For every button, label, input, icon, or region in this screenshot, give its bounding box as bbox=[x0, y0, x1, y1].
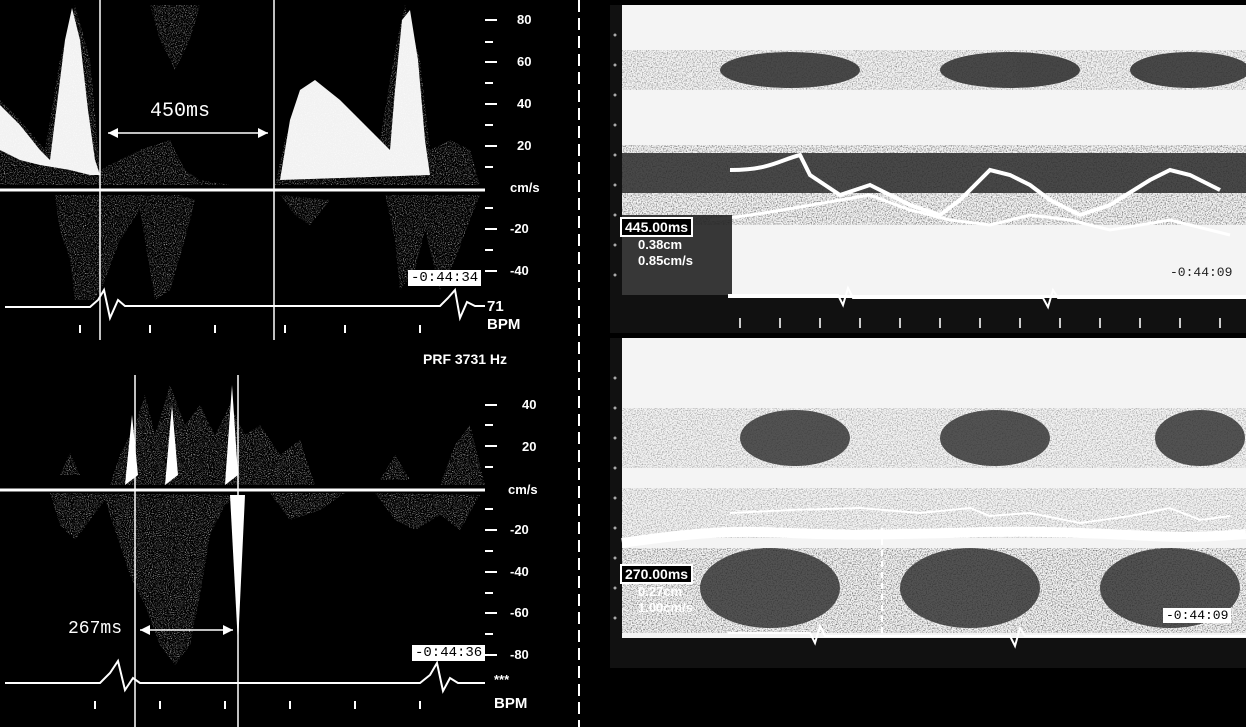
doppler-top-scale-unit: cm/s bbox=[510, 180, 540, 195]
doppler-bottom-panel: PRF 3731 Hz 40 20 cm/s -20 -40 -60 -80 2… bbox=[0, 345, 575, 727]
doppler-bottom-time-readout: -0:44:36 bbox=[412, 645, 486, 661]
mmode-top-velocity: 0.85cm/s bbox=[638, 253, 693, 268]
mmode-bottom-time-measure: 270.00ms bbox=[620, 564, 694, 584]
doppler-top-scale-neg40: -40 bbox=[510, 263, 529, 278]
mmode-top-image bbox=[613, 5, 1246, 328]
doppler-top-scale-20: 20 bbox=[517, 138, 532, 153]
doppler-bottom-scale-neg80: -80 bbox=[510, 647, 529, 662]
doppler-top-scale-60: 60 bbox=[517, 54, 532, 69]
doppler-top-scale-40: 40 bbox=[517, 96, 532, 111]
doppler-bottom-hr-unit: BPM bbox=[494, 695, 528, 712]
mmode-bottom-distance: 0.27cm bbox=[638, 584, 683, 599]
mmode-top-time-measure: 445.00ms bbox=[620, 217, 694, 237]
mmode-top-time-readout: -0:44:09 bbox=[1170, 265, 1233, 280]
doppler-bottom-hr-value: *** bbox=[494, 672, 510, 687]
doppler-top-scale-neg20: -20 bbox=[510, 221, 529, 236]
mmode-top-distance: 0.38cm bbox=[638, 237, 683, 252]
doppler-bottom-scale-40: 40 bbox=[522, 397, 537, 412]
doppler-top-interval-label: 450ms bbox=[150, 100, 211, 123]
doppler-top-scale-80: 80 bbox=[517, 12, 532, 27]
doppler-top-time-readout: -0:44:34 bbox=[408, 270, 482, 286]
doppler-bottom-scale-neg60: -60 bbox=[510, 605, 529, 620]
panel-divider bbox=[578, 0, 580, 727]
doppler-top-hr-unit: BPM bbox=[487, 316, 521, 333]
mmode-bottom-velocity: 1.00cm/s bbox=[638, 600, 693, 615]
doppler-bottom-spectrum bbox=[0, 375, 497, 727]
doppler-bottom-interval-label: 267ms bbox=[68, 619, 123, 639]
doppler-bottom-prf-label: PRF 3731 Hz bbox=[423, 351, 508, 367]
doppler-bottom-scale-20: 20 bbox=[522, 439, 537, 454]
doppler-bottom-scale-unit: cm/s bbox=[508, 482, 538, 497]
doppler-top-panel: 450ms 80 60 40 20 cm/s -20 -40 -0:44:34 … bbox=[0, 0, 575, 345]
doppler-bottom-scale-neg20: -20 bbox=[510, 522, 529, 537]
mmode-bottom-image bbox=[613, 338, 1246, 649]
mmode-top-panel: 445.00ms 0.38cm 0.85cm/s -0:44:09 bbox=[610, 5, 1246, 333]
doppler-top-spectrum bbox=[0, 0, 497, 340]
doppler-bottom-scale-neg40: -40 bbox=[510, 564, 529, 579]
mmode-bottom-panel: 270.00ms 0.27cm 1.00cm/s -0:44:09 bbox=[610, 338, 1246, 668]
doppler-top-hr-value: 71 bbox=[487, 298, 504, 315]
mmode-bottom-time-readout: -0:44:09 bbox=[1163, 608, 1232, 623]
